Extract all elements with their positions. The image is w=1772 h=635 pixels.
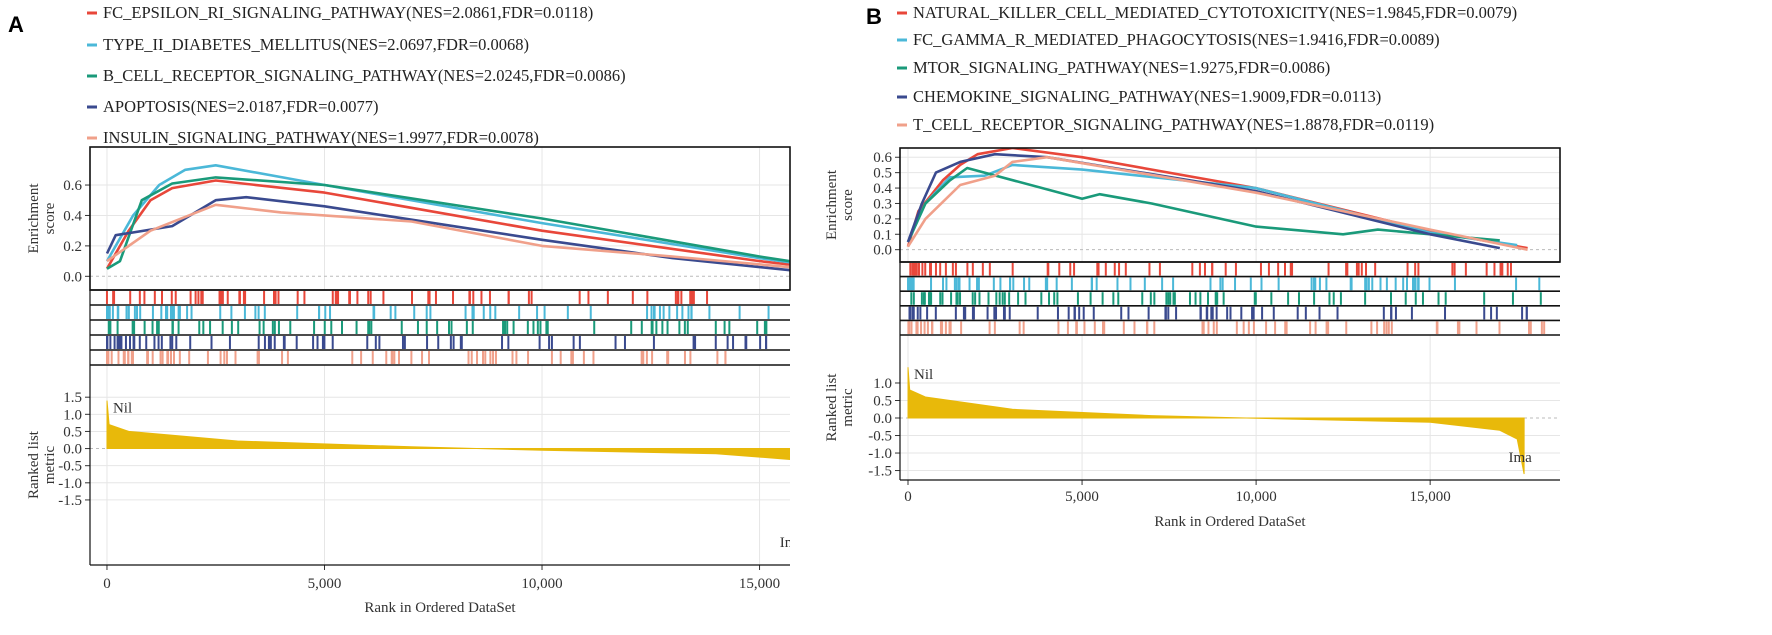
legend-label: APOPTOSIS(NES=2.0187,FDR=0.0077) (103, 97, 378, 116)
rank-tick-label: -0.5 (58, 459, 82, 475)
rank-axis-label-line: Ranked list (824, 373, 840, 442)
x-tick-label: 15,000 (1410, 489, 1451, 505)
rank-tick-label: 0.0 (873, 411, 892, 427)
rank-tick-label: 1.0 (63, 407, 82, 423)
es-tick-label: 0.0 (63, 269, 82, 285)
ima-annotation: In (780, 535, 793, 551)
nil-annotation: Nil (113, 401, 132, 417)
es-curve (105, 179, 790, 270)
rank-tick-label: -1.0 (58, 476, 82, 492)
panel-a: A FC_EPSILON_RI_SIGNALING_PATHWAY(NES=2.0… (8, 3, 793, 616)
legend-label: CHEMOKINE_SIGNALING_PATHWAY(NES=1.9009,F… (913, 87, 1381, 106)
es-axis-label: Enrichmentscore (824, 169, 856, 240)
es-tick-label: 0.6 (63, 178, 82, 194)
es-frame (899, 147, 1561, 263)
es-tick-label: 0.3 (873, 196, 892, 212)
legend-label: INSULIN_SIGNALING_PATHWAY(NES=1.9977,FDR… (103, 128, 539, 147)
plot-area: Nil Ima (906, 148, 1546, 475)
ranked-metric-area (907, 367, 1525, 475)
x-tick-label: 5,000 (1065, 489, 1099, 505)
legend-label: NATURAL_KILLER_CELL_MEDIATED_CYTOTOXICIT… (913, 3, 1517, 22)
legend-label: TYPE_II_DIABETES_MELLITUS(NES=2.0697,FDR… (103, 35, 529, 54)
es-axis-label-line: score (840, 189, 856, 221)
rank-axis-label-line: Ranked list (26, 430, 42, 499)
x-tick-label: 15,000 (739, 576, 780, 592)
es-frame (89, 146, 791, 291)
legend-label: MTOR_SIGNALING_PATHWAY(NES=1.9275,FDR=0.… (913, 58, 1330, 77)
es-curve (906, 155, 1528, 251)
x-tick-label: 5,000 (308, 576, 342, 592)
panel-b: B NATURAL_KILLER_CELL_MEDIATED_CYTOTOXICI… (824, 3, 1561, 530)
es-tick-label: 0.1 (873, 227, 892, 243)
rank-axis-label-line: metric (42, 446, 58, 485)
rank-axis-label-line: metric (840, 388, 856, 427)
es-curve (906, 152, 1501, 250)
ranked-metric-area (106, 400, 790, 461)
legend-label: T_CELL_RECEPTOR_SIGNALING_PATHWAY(NES=1.… (913, 115, 1434, 134)
rank-tick-label: 1.0 (873, 376, 892, 392)
es-curve (106, 203, 790, 269)
rank-tick-label: 1.5 (63, 390, 82, 406)
legend-label: FC_GAMMA_R_MEDIATED_PHAGOCYTOSIS(NES=1.9… (913, 30, 1440, 49)
rank-tick-label: 0.5 (873, 393, 892, 409)
legend-label: FC_EPSILON_RI_SIGNALING_PATHWAY(NES=2.08… (103, 3, 593, 22)
rank-tick-label: -0.5 (868, 429, 892, 445)
rank-axis-label: Ranked listmetric (26, 430, 58, 499)
es-curve (106, 176, 790, 270)
rank-axis-label: Ranked listmetric (824, 373, 856, 442)
nil-annotation: Nil (914, 367, 933, 383)
rank-tick-label: -1.5 (58, 493, 82, 509)
ima-annotation: Ima (1508, 450, 1532, 466)
es-axis-label-line: score (42, 202, 58, 234)
legend-label: B_CELL_RECEPTOR_SIGNALING_PATHWAY(NES=2.… (103, 66, 626, 85)
es-tick-label: 0.6 (873, 150, 892, 166)
panel-label: A (8, 12, 24, 37)
x-axis-label: Rank in Ordered DataSet (364, 600, 516, 616)
es-tick-label: 0.2 (63, 239, 82, 255)
x-tick-label: 10,000 (521, 576, 562, 592)
es-curve (906, 166, 1500, 243)
es-axis-label-line: Enrichment (824, 169, 840, 240)
es-axis-label: Enrichmentscore (26, 183, 58, 254)
rank-tick-label: 0.0 (63, 442, 82, 458)
es-tick-label: 0.0 (873, 243, 892, 259)
x-tick-label: 10,000 (1235, 489, 1276, 505)
x-tick-label: 0 (103, 576, 111, 592)
panel-label: B (866, 4, 882, 29)
rank-tick-label: -1.5 (868, 464, 892, 480)
es-curve (105, 164, 790, 264)
es-tick-label: 0.4 (873, 181, 892, 197)
rank-tick-label: 0.5 (63, 424, 82, 440)
es-axis-label-line: Enrichment (26, 183, 42, 254)
x-axis-label: Rank in Ordered DataSet (1154, 514, 1306, 530)
es-tick-label: 0.2 (873, 212, 892, 228)
plot-area: Nil In (105, 164, 793, 551)
x-tick-label: 0 (904, 489, 912, 505)
es-tick-label: 0.5 (873, 166, 892, 182)
es-tick-label: 0.4 (63, 208, 82, 224)
rank-tick-label: -1.0 (868, 446, 892, 462)
